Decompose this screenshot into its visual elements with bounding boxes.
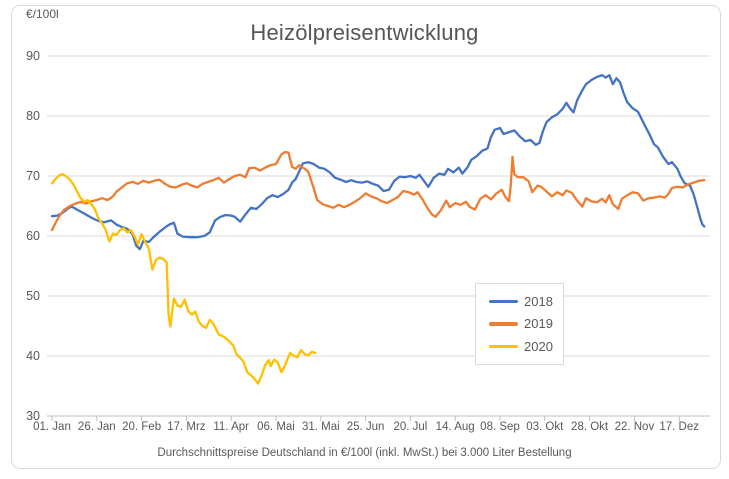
x-tick-label-9: 20. Jul — [393, 421, 428, 433]
x-tick-label-3: 20. Feb — [122, 421, 162, 433]
y-tick-label-90: 90 — [26, 49, 40, 63]
chart-title: Heizölpreisentwicklung — [250, 20, 479, 45]
legend-label: 2018 — [524, 293, 553, 309]
legend: 2018 2019 2020 — [475, 283, 564, 365]
y-tick-label-40: 40 — [26, 349, 40, 363]
x-tick-label-2: 26. Jan — [77, 421, 116, 433]
y-tick-label-50: 50 — [26, 289, 40, 303]
x-tick-label-14: 22. Nov — [614, 421, 655, 433]
series-line-2019 — [50, 150, 706, 232]
legend-item-2019: 2019 — [489, 316, 563, 331]
x-tick-label-1: 01. Jan — [33, 421, 71, 433]
x-tick-label-8: 25. Jun — [346, 421, 385, 433]
series-line-2018 — [50, 74, 706, 251]
y-tick-label-70: 70 — [26, 169, 40, 183]
legend-label: 2020 — [524, 339, 553, 355]
legend-item-2020: 2020 — [489, 339, 563, 354]
x-tick-label-12: 03. Okt — [526, 421, 564, 433]
x-tick-label-7: 31. Mai — [301, 421, 340, 433]
y-tick-label-60: 60 — [26, 229, 40, 243]
legend-line-swatch — [489, 322, 518, 326]
x-tick-label-11: 08. Sep — [480, 421, 520, 433]
chart-caption: Durchschnittspreise Deutschland in €/100… — [157, 447, 572, 459]
legend-line-swatch — [489, 299, 518, 304]
x-tick-label-15: 17. Dez — [659, 421, 699, 433]
chart-frame — [11, 5, 721, 469]
legend-label: 2019 — [524, 316, 553, 332]
series-line-2020 — [50, 173, 317, 385]
x-tick-label-6: 06. Mai — [257, 421, 295, 433]
x-tick-label-5: 11. Apr — [213, 421, 249, 433]
y-tick-label-30: 30 — [26, 409, 40, 423]
legend-line-swatch — [489, 344, 518, 349]
x-tick-label-10: 14. Aug — [435, 421, 475, 433]
x-tick-label-4: 17. Mrz — [167, 421, 206, 433]
y-tick-label-80: 80 — [26, 109, 40, 123]
x-tick-label-13: 28. Okt — [571, 421, 609, 433]
legend-item-2018: 2018 — [489, 294, 563, 309]
y-axis-unit-label: €/100l — [26, 7, 59, 21]
